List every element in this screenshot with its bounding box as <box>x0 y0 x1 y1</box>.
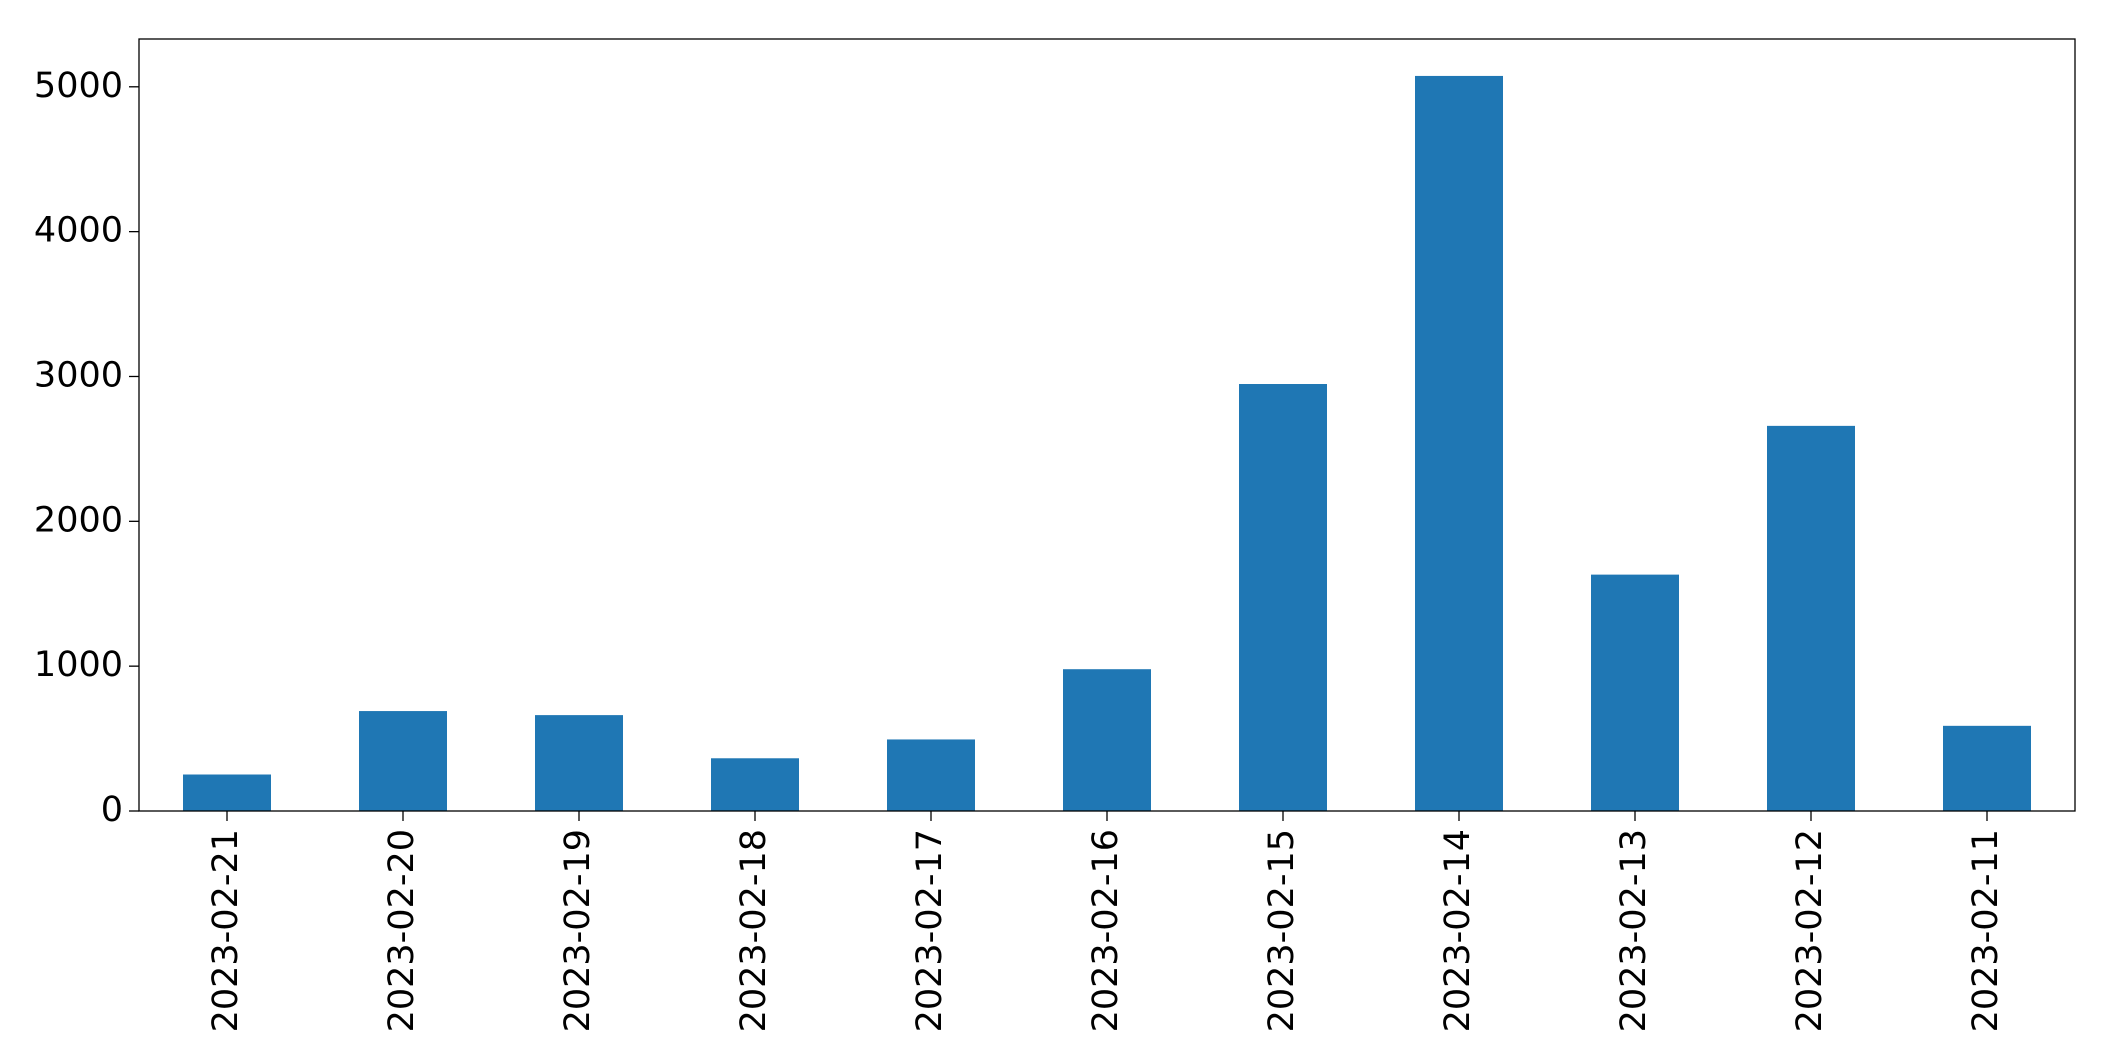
bar <box>1239 384 1327 811</box>
bar <box>535 715 623 811</box>
bar <box>1415 75 1503 812</box>
bar <box>1943 725 2031 811</box>
bar <box>711 758 799 811</box>
bar <box>887 739 975 811</box>
x-tick-label: 2023-02-21 <box>206 829 246 1032</box>
x-tick-label: 2023-02-20 <box>382 829 422 1032</box>
y-tick-label: 1000 <box>34 645 123 685</box>
x-tick-label: 2023-02-12 <box>1790 829 1830 1032</box>
x-tick-label: 2023-02-14 <box>1438 829 1478 1032</box>
x-tick-label: 2023-02-18 <box>734 829 774 1032</box>
bar <box>1063 669 1151 811</box>
y-tick-label: 2000 <box>34 500 123 540</box>
y-tick-label: 4000 <box>34 211 123 251</box>
bar <box>359 711 447 811</box>
bar <box>183 774 271 811</box>
bar <box>1591 574 1679 811</box>
y-tick-label: 3000 <box>34 355 123 395</box>
x-tick-label: 2023-02-13 <box>1614 829 1654 1032</box>
y-tick-label: 5000 <box>34 66 123 106</box>
bar <box>1767 425 1855 811</box>
x-tick-label: 2023-02-11 <box>1966 829 2006 1032</box>
y-tick-label: 0 <box>101 790 123 830</box>
plot-frame <box>138 38 2076 812</box>
x-tick-label: 2023-02-16 <box>1086 829 1126 1032</box>
x-tick-label: 2023-02-19 <box>558 829 598 1032</box>
x-tick-label: 2023-02-15 <box>1262 829 1302 1032</box>
x-tick-label: 2023-02-17 <box>910 829 950 1032</box>
